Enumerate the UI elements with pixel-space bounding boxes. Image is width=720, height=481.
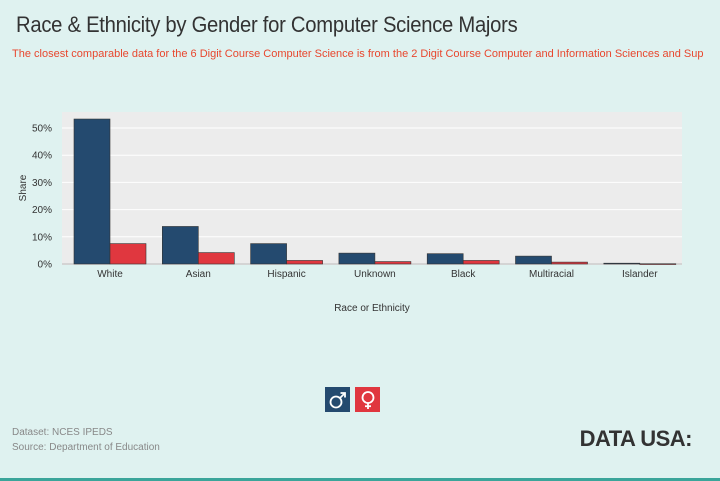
- bar-men-hispanic[interactable]: [250, 243, 287, 265]
- x-axis-label: Race or Ethnicity: [334, 303, 410, 314]
- x-tick-label: Islander: [622, 269, 658, 280]
- y-tick-label: 20%: [32, 205, 52, 216]
- x-tick-label: Unknown: [354, 269, 396, 280]
- legend-women-toggle[interactable]: [355, 387, 380, 412]
- bar-women-black[interactable]: [462, 260, 500, 265]
- dataset-label: Dataset: NCES IPEDS: [12, 427, 113, 438]
- male-icon: [329, 391, 346, 408]
- female-icon: [361, 390, 374, 409]
- bar-women-white[interactable]: [109, 243, 147, 265]
- x-tick-label: Multiracial: [529, 269, 574, 280]
- legend: [325, 387, 380, 412]
- y-tick-label: 40%: [32, 151, 52, 162]
- bar-women-multiracial[interactable]: [551, 261, 588, 265]
- bar-men-unknown[interactable]: [338, 252, 376, 265]
- legend-men-toggle[interactable]: [325, 387, 350, 412]
- chart-title: Race & Ethnicity by Gender for Computer …: [16, 12, 518, 37]
- chart-subtitle: The closest comparable data for the 6 Di…: [12, 48, 704, 60]
- y-axis-label: Share: [18, 174, 29, 201]
- bar-women-islander[interactable]: [639, 263, 677, 265]
- y-tick-label: 50%: [32, 124, 52, 135]
- bar-women-unknown[interactable]: [374, 261, 412, 265]
- bar-men-multiracial[interactable]: [515, 255, 552, 265]
- y-tick-label: 30%: [32, 178, 52, 189]
- x-tick-label: Hispanic: [267, 269, 305, 280]
- bottom-accent-bar: [0, 478, 720, 481]
- y-tick-label: 10%: [32, 232, 52, 243]
- datausa-logo[interactable]: DATA USA:: [579, 426, 693, 451]
- y-tick-label: 0%: [38, 260, 53, 271]
- bar-chart: 0% 10% 20% 30% 40% 50% White Asian Hispanic Unkn…: [18, 112, 682, 314]
- x-tick-label: Black: [451, 269, 476, 280]
- bar-women-hispanic[interactable]: [286, 260, 323, 265]
- bar-men-asian[interactable]: [162, 226, 199, 265]
- x-tick-label: White: [97, 269, 123, 280]
- bar-women-asian[interactable]: [198, 252, 235, 265]
- bar-men-white[interactable]: [73, 118, 111, 265]
- x-tick-label: Asian: [186, 269, 211, 280]
- bar-men-islander[interactable]: [603, 262, 641, 265]
- source-label: Source: Department of Education: [12, 442, 160, 453]
- plot-background: [62, 112, 682, 265]
- bar-men-black[interactable]: [426, 253, 464, 265]
